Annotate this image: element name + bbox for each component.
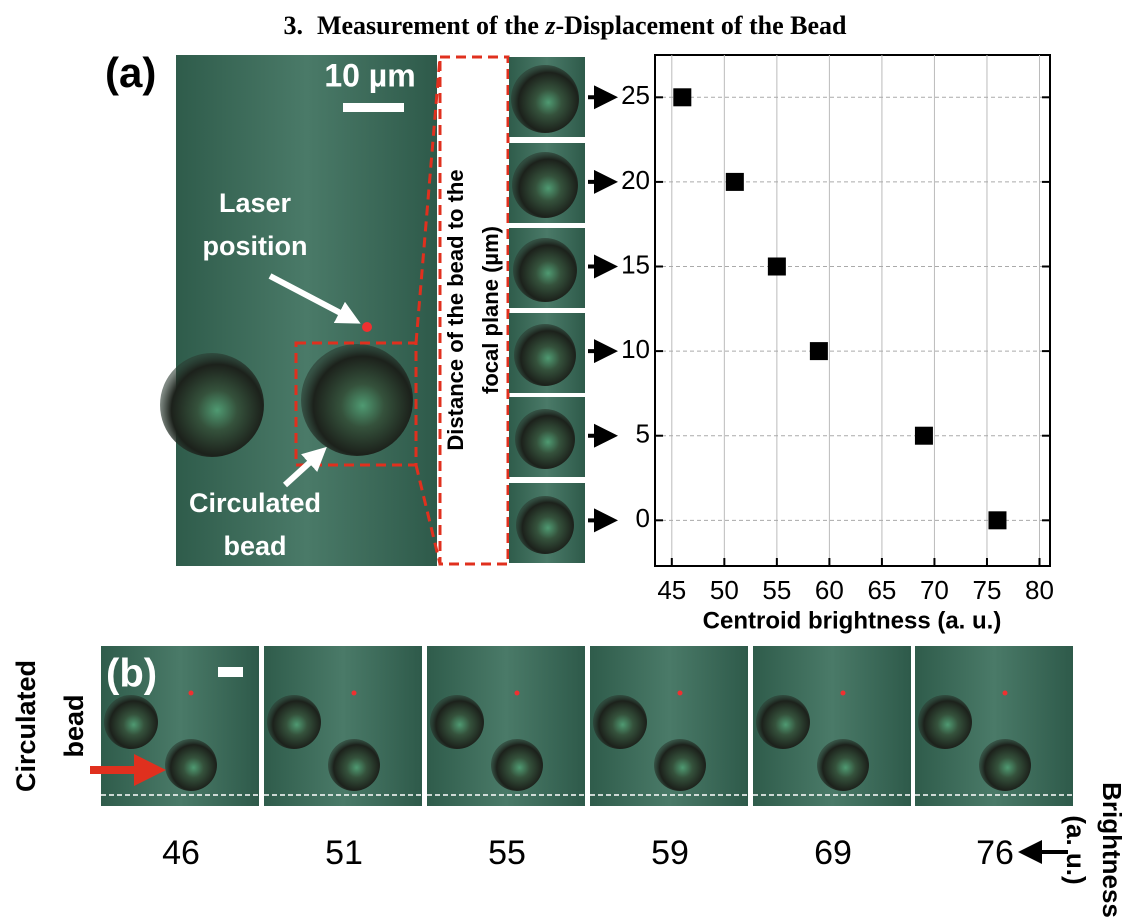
x-tick-label: 80: [1025, 575, 1054, 605]
laser-dot: [514, 690, 520, 696]
arrow: [282, 446, 327, 488]
side-label-line: Circulated: [11, 660, 41, 792]
scale-label: 10 µm: [324, 57, 415, 93]
side-label-line: bead: [59, 694, 89, 757]
x-tick-label: 65: [867, 575, 896, 605]
y-tick-label: 25: [621, 80, 650, 110]
scale-bar: [218, 667, 243, 677]
x-tick-label: 45: [657, 575, 686, 605]
laser-dot: [188, 690, 194, 696]
brightness-axis-label: Brightness (a. u.): [1061, 782, 1127, 918]
laser-dot: [677, 690, 683, 696]
bead: [979, 739, 1031, 791]
bead: [104, 695, 158, 749]
brightness-label: 76: [976, 834, 1014, 872]
bead: [817, 739, 869, 791]
x-tick-label: 75: [973, 575, 1002, 605]
brightness-label: 55: [488, 834, 526, 872]
bead: [328, 739, 380, 791]
plot-frame: [654, 54, 1051, 567]
y-tick-label: 15: [621, 249, 650, 279]
laser-dot: [362, 322, 372, 332]
laser-dot: [1002, 690, 1008, 696]
x-tick-label: 50: [710, 575, 739, 605]
y-tick-label: 5: [636, 419, 650, 449]
bead: [512, 152, 578, 218]
heading-italic: z: [544, 11, 556, 40]
point: [914, 426, 933, 445]
heading: 3. Measurement of the z-Displacement of t…: [283, 11, 847, 40]
bead: [515, 409, 575, 469]
zoom-box: [438, 55, 510, 566]
y-tick-label: 0: [636, 503, 650, 533]
brightness-label: 69: [814, 834, 852, 872]
micrograph: [176, 55, 437, 566]
side-label: Circulated bead: [11, 660, 89, 792]
scale-bar: [343, 103, 404, 112]
point: [725, 172, 744, 191]
y-tick-label: 10: [621, 334, 650, 364]
axis-label-line: Brightness: [1097, 782, 1127, 918]
heading-number: 3.: [283, 11, 303, 40]
annotation: Circulated: [189, 488, 321, 518]
heading-text: -Displacement of the Bead: [556, 11, 848, 40]
bead: [514, 324, 576, 386]
brightness-label: 51: [325, 834, 363, 872]
x-tick-label: 60: [815, 575, 844, 605]
bead: [491, 739, 543, 791]
point: [767, 257, 786, 276]
panel-label: (b): [106, 652, 157, 696]
point: [809, 342, 828, 361]
point: [673, 88, 692, 107]
annotation: bead: [223, 531, 286, 561]
bead: [267, 695, 321, 749]
zoom-line: [414, 464, 442, 565]
heading-text: Measurement of the: [317, 11, 545, 40]
bead: [756, 695, 810, 749]
panel-label: (a): [105, 49, 156, 96]
arrow: [268, 273, 361, 324]
y-tick-label: 20: [621, 165, 650, 195]
laser-dot: [840, 690, 846, 696]
annotation: position: [203, 231, 308, 261]
laser-dot: [351, 690, 357, 696]
annotation: Laser: [219, 188, 292, 218]
bead: [918, 695, 972, 749]
brightness-label: 59: [651, 834, 689, 872]
bead: [160, 353, 264, 457]
x-axis-title: Centroid brightness (a. u.): [703, 607, 1002, 634]
x-tick-label: 55: [762, 575, 791, 605]
y-axis-title: Distance of the bead to the focal plane …: [443, 169, 503, 450]
bead: [301, 344, 413, 456]
y-axis-title-line: focal plane (µm): [478, 226, 503, 394]
bead: [593, 695, 647, 749]
brightness-label: 46: [162, 834, 200, 872]
bead: [511, 65, 579, 133]
bead: [654, 739, 706, 791]
point: [988, 511, 1007, 530]
bead: [165, 739, 217, 791]
x-tick-label: 70: [920, 575, 949, 605]
roi: [294, 341, 418, 467]
bead: [516, 496, 574, 554]
bead: [430, 695, 484, 749]
y-axis-title-line: Distance of the bead to the: [443, 169, 468, 450]
bead: [513, 238, 577, 302]
